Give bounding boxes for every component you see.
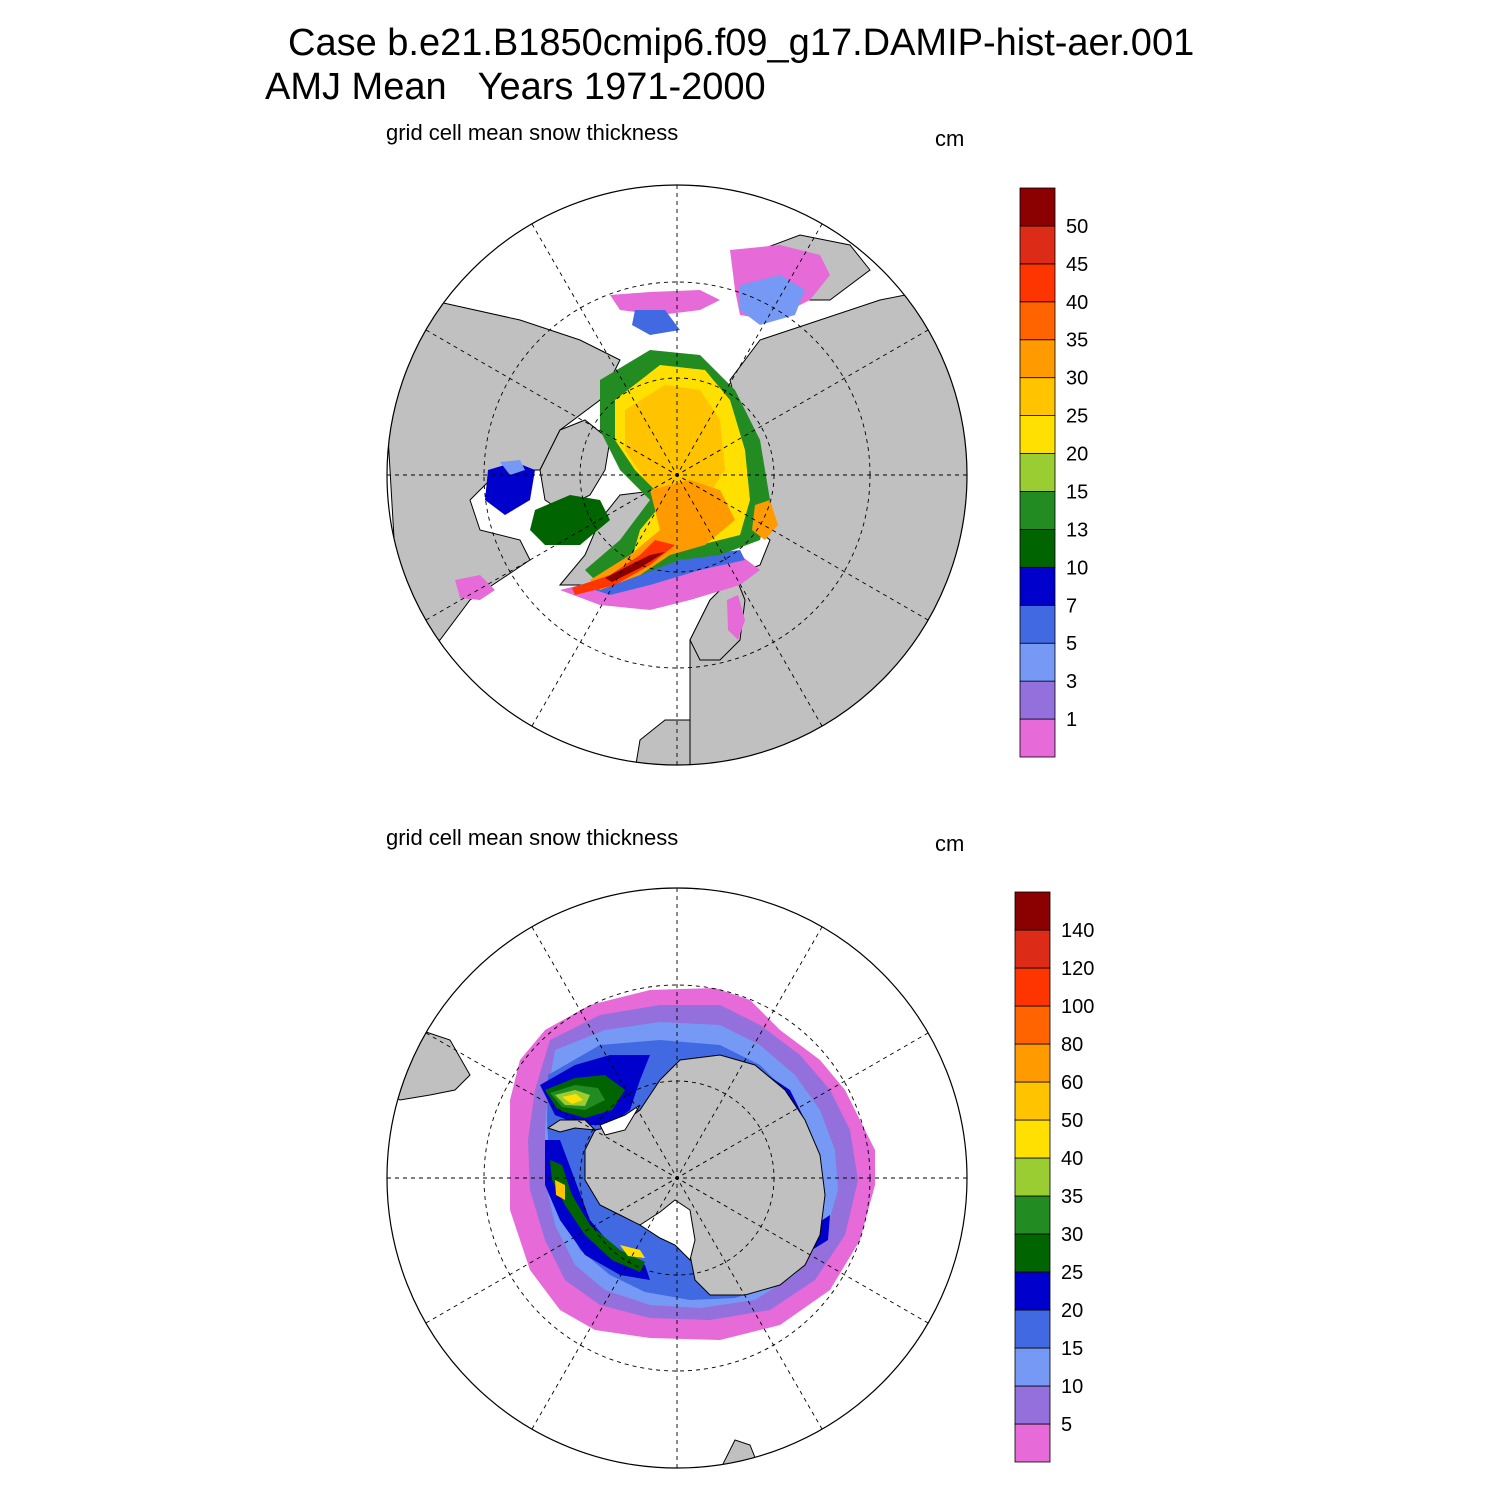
antarctic-snow-weddell-50 xyxy=(562,1094,583,1104)
antarctic-snow-ross-green xyxy=(550,1160,645,1272)
antarctic-land-continent xyxy=(584,1054,826,1296)
arctic-snow-bering-magenta xyxy=(610,290,720,315)
arctic-map xyxy=(386,184,968,766)
arctic-colorbar-tick-label: 20 xyxy=(1066,444,1088,466)
arctic-snow-baffin xyxy=(530,495,610,545)
antarctic-colorbar-tick-label: 25 xyxy=(1061,1262,1083,1284)
antarctic-weddell-shelf xyxy=(599,1104,641,1136)
arctic-colorbar-box xyxy=(1019,263,1056,303)
arctic-snow-bering-blue xyxy=(632,310,680,335)
arctic-colorbar-box xyxy=(1019,377,1056,416)
antarctic-colorbar-box xyxy=(1014,1233,1051,1273)
arctic-snow-gold-core xyxy=(625,385,725,510)
antarctic-colorbar-tick-label: 60 xyxy=(1061,1072,1083,1094)
antarctic-colorbar-box xyxy=(1014,1081,1051,1121)
antarctic-subtitle: grid cell mean snow thickness xyxy=(386,825,679,850)
antarctic-ross-ice-shelf xyxy=(639,1199,696,1261)
antarctic-colorbar-tick-label: 100 xyxy=(1061,996,1094,1018)
arctic-map-border xyxy=(386,184,968,766)
arctic-snow-barents xyxy=(752,500,778,540)
arctic-snow-darkred-tongue xyxy=(605,552,665,582)
antarctic-colorbar-tick-label: 20 xyxy=(1061,1300,1083,1322)
antarctic-colorbar-box xyxy=(1014,967,1051,1007)
arctic-colorbar-box xyxy=(1019,415,1056,454)
antarctic-colorbar-box xyxy=(1014,891,1051,931)
arctic-colorbar-box xyxy=(1019,225,1056,265)
arctic-colorbar-box xyxy=(1019,566,1056,606)
arctic-colorbar-tick-label: 5 xyxy=(1066,633,1077,655)
antarctic-colorbar-tick-label: 140 xyxy=(1061,920,1094,942)
arctic-colorbar-box xyxy=(1019,491,1056,530)
antarctic-colorbar-box xyxy=(1014,1195,1051,1235)
antarctic-colorbar-tick-label: 15 xyxy=(1061,1338,1083,1360)
antarctic-land-peninsula xyxy=(546,1119,597,1133)
arctic-colorbar-tick-label: 25 xyxy=(1066,406,1088,428)
antarctic-snow-ross-band xyxy=(545,1140,650,1280)
antarctic-colorbar-box xyxy=(1014,1119,1051,1159)
antarctic-colorbar: 5 10 15 20 25 30 35 40 50 60 80 100 120 140 xyxy=(1014,891,1094,1463)
arctic-subtitle: grid cell mean snow thickness xyxy=(386,120,679,145)
figure-title-period: AMJ Mean Years 1971-2000 xyxy=(265,66,766,108)
arctic-colorbar-tick-label: 35 xyxy=(1066,330,1088,352)
antarctic-colorbar-tick-label: 80 xyxy=(1061,1034,1083,1056)
arctic-colorbar-box xyxy=(1019,718,1056,758)
arctic-colorbar-box xyxy=(1019,453,1056,492)
antarctic-colorbar-tick-label: 5 xyxy=(1061,1414,1072,1436)
arctic-snow-edge-magenta xyxy=(560,555,760,610)
antarctic-snow-ross-yellow xyxy=(555,1180,565,1200)
arctic-colorbar-tick-label: 30 xyxy=(1066,368,1088,390)
antarctic-colorbar-box xyxy=(1014,1385,1051,1425)
arctic-land-bottom xyxy=(634,719,691,765)
antarctic-snow-amundsen-yellow xyxy=(620,1245,645,1258)
antarctic-units: cm xyxy=(935,831,965,856)
arctic-snow-hudson xyxy=(485,462,535,515)
antarctic-colorbar-tick-label: 30 xyxy=(1061,1224,1083,1246)
arctic-colorbar-tick-label: 50 xyxy=(1066,216,1088,238)
antarctic-colorbar-box xyxy=(1014,1271,1051,1311)
arctic-colorbar-tick-label: 45 xyxy=(1066,254,1088,276)
arctic-units: cm xyxy=(935,126,965,151)
antarctic-colorbar-box xyxy=(1014,1347,1051,1387)
arctic-snow-red-tongue xyxy=(572,540,675,595)
arctic-colorbar-tick-label: 7 xyxy=(1066,595,1077,617)
antarctic-map-border xyxy=(386,887,968,1469)
arctic-snow-orange-tongue xyxy=(590,480,735,590)
arctic-snow-labrador xyxy=(455,575,495,600)
antarctic-graticule xyxy=(387,888,967,1468)
antarctic-colorbar-box xyxy=(1014,929,1051,969)
arctic-colorbar-box xyxy=(1019,339,1056,379)
antarctic-colorbar-tick-label: 120 xyxy=(1061,958,1094,980)
arctic-snow-okhotsk-blue xyxy=(740,275,805,325)
antarctic-colorbar-box xyxy=(1014,1157,1051,1197)
antarctic-colorbar-box xyxy=(1014,1005,1051,1045)
arctic-snow-baltic xyxy=(727,595,745,640)
arctic-colorbar-tick-label: 1 xyxy=(1066,709,1077,731)
arctic-snow-hudson-edge xyxy=(500,460,525,475)
arctic-graticule xyxy=(387,185,967,765)
antarctic-colorbar-tick-label: 35 xyxy=(1061,1186,1083,1208)
antarctic-colorbar-box xyxy=(1014,1423,1051,1463)
arctic-land-archipelago xyxy=(539,419,611,511)
arctic-colorbar-box xyxy=(1019,529,1056,568)
figure-title-case: Case b.e21.B1850cmip6.f09_g17.DAMIP-hist… xyxy=(288,22,1195,64)
arctic-colorbar-box xyxy=(1019,604,1056,644)
antarctic-colorbar-tick-label: 40 xyxy=(1061,1148,1083,1170)
antarctic-colorbar-box xyxy=(1014,1309,1051,1349)
arctic-colorbar-tick-label: 13 xyxy=(1066,519,1088,541)
arctic-colorbar-tick-label: 3 xyxy=(1066,671,1077,693)
arctic-snow-blue-band xyxy=(580,550,745,595)
arctic-colorbar-tick-label: 15 xyxy=(1066,481,1088,503)
arctic-colorbar-box xyxy=(1019,187,1056,227)
arctic-colorbar-box xyxy=(1019,642,1056,682)
arctic-colorbar-tick-label: 10 xyxy=(1066,557,1088,579)
antarctic-colorbar-tick-label: 50 xyxy=(1061,1110,1083,1132)
antarctic-map xyxy=(386,887,968,1469)
arctic-colorbar-box xyxy=(1019,680,1056,720)
antarctic-colorbar-tick-label: 10 xyxy=(1061,1376,1083,1398)
arctic-colorbar-box xyxy=(1019,301,1056,341)
antarctic-colorbar-box xyxy=(1014,1043,1051,1083)
arctic-colorbar-tick-label: 40 xyxy=(1066,292,1088,314)
